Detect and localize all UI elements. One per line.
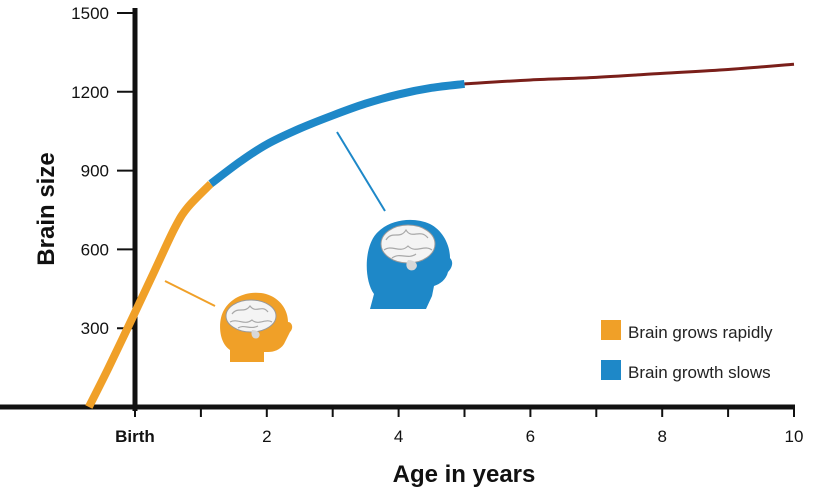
child-pointer-line	[336, 131, 386, 212]
x-tick-label: 8	[657, 427, 666, 446]
legend-label-slows: Brain growth slows	[628, 363, 771, 382]
y-axis-title: Brain size	[33, 152, 60, 265]
y-tick-label: 300	[81, 319, 109, 338]
x-tick-label: 2	[262, 427, 271, 446]
series-line-2	[464, 62, 795, 86]
x-tick-label: 6	[526, 427, 535, 446]
legend: Brain grows rapidly Brain growth slows	[601, 320, 773, 382]
x-tick-label-birth: Birth	[115, 427, 155, 446]
legend-swatch-slows	[601, 360, 621, 380]
x-axis-title: Age in years	[393, 461, 536, 488]
legend-label-rapid: Brain grows rapidly	[628, 323, 773, 342]
y-tick-label: 900	[81, 162, 109, 181]
y-tick-label: 1200	[71, 83, 109, 102]
infant-head-icon	[220, 292, 293, 362]
series-group	[85, 62, 795, 409]
tick-group: 300 600 900 1200 1500 Birth 2 4 6 8 10	[71, 4, 803, 446]
child-head-icon	[366, 219, 453, 309]
y-tick-label: 600	[81, 240, 109, 259]
infant-brain-icon	[225, 299, 277, 333]
legend-swatch-rapid	[601, 320, 621, 340]
infant-pointer-line	[164, 280, 216, 307]
series-line-0	[85, 180, 214, 409]
y-tick-label: 1500	[71, 4, 109, 23]
x-tick-label: 4	[394, 427, 403, 446]
child-brain-icon	[380, 224, 436, 264]
series-line-1	[208, 79, 465, 187]
x-tick-label: 10	[785, 427, 804, 446]
